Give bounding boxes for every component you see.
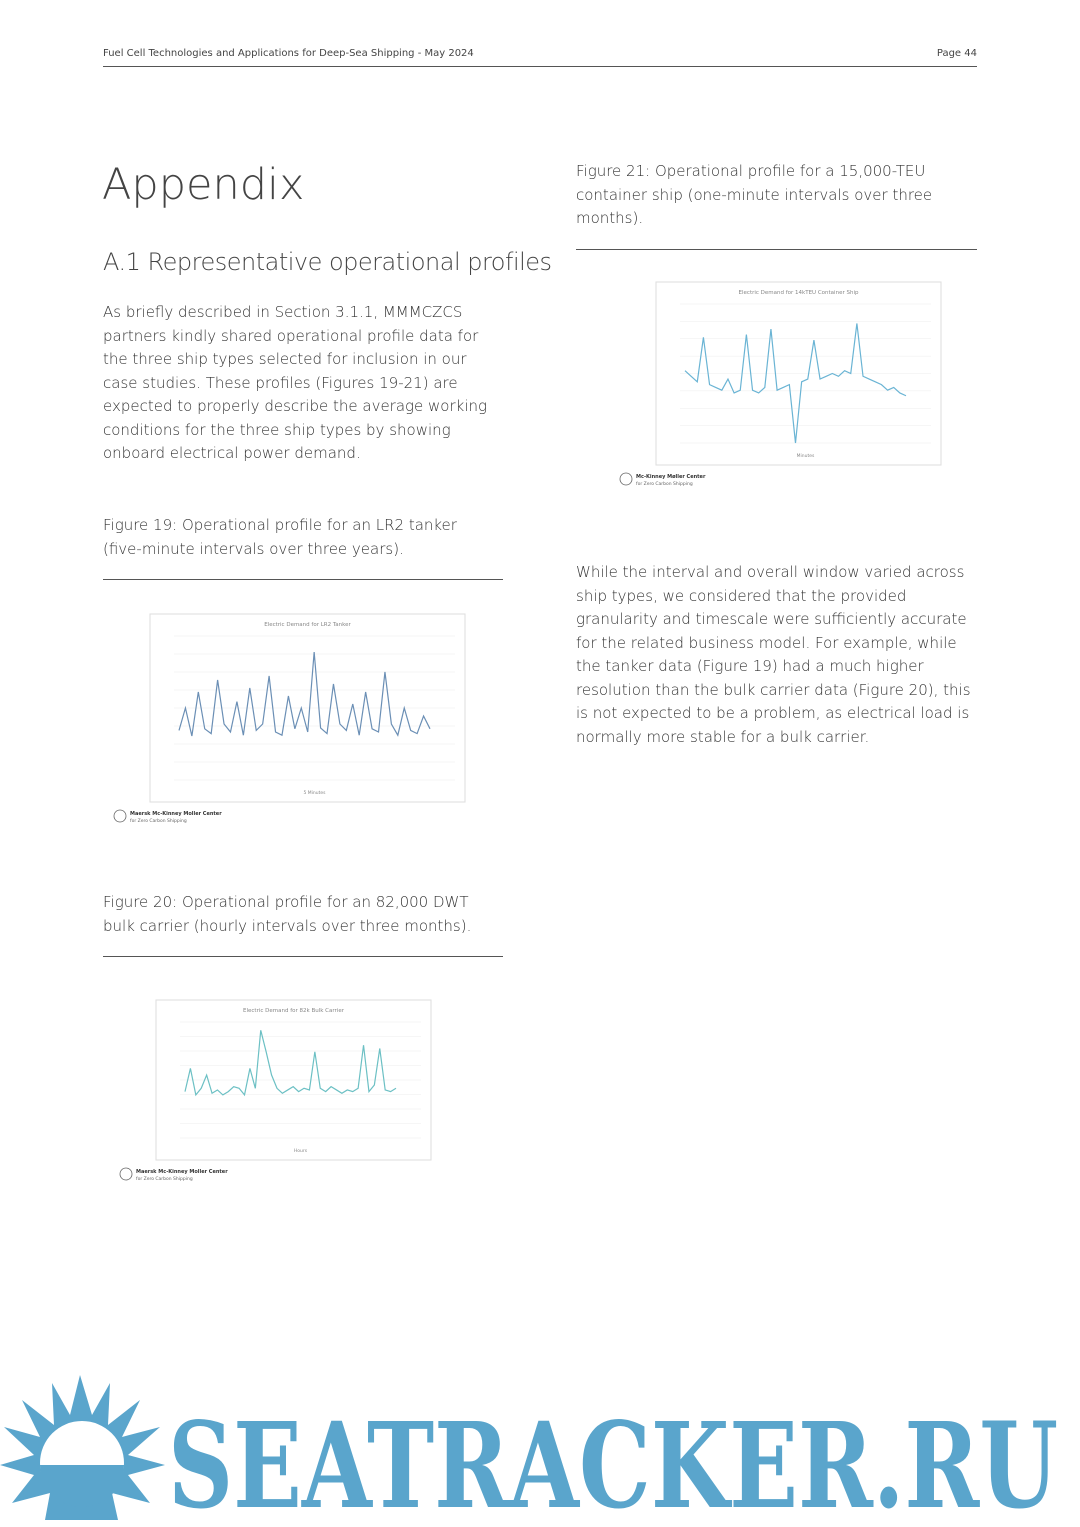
logo-sub: for Zero Carbon Shipping <box>130 818 187 824</box>
watermark-text: SEATRACKER.RU <box>168 1396 1058 1527</box>
logo-sub: for Zero Carbon Shipping <box>136 1176 193 1182</box>
chart-title: Electric Demand for 82k Bulk Carrier <box>243 1008 345 1014</box>
discussion-text: While the interval and overall window va… <box>576 563 971 746</box>
figure-chart: Electric Demand for 82k Bulk Carrier Hour… <box>119 999 432 1182</box>
data-line <box>684 323 907 444</box>
intro-text: As briefly described in Section 3.1.1, M… <box>103 303 488 462</box>
figure-chart: Electric Demand for LR2 Tanker 5 Minutes M… <box>113 613 466 824</box>
data-line <box>178 651 431 737</box>
header-rule <box>103 66 977 67</box>
logo-mark <box>619 472 633 486</box>
logo-mark <box>113 809 127 823</box>
watermark: SEATRACKER.RU <box>0 1375 1058 1527</box>
x-axis-label: Hours <box>294 1148 308 1154</box>
sun-icon <box>0 1375 165 1520</box>
caption-rule <box>576 249 977 250</box>
logo-name: Maersk Mc-Kinney Moller Center <box>130 811 222 817</box>
heading: Appendix <box>102 160 305 210</box>
figure-caption: Figure 20: Operational profile for an 82… <box>103 893 472 935</box>
data-line <box>184 1030 397 1097</box>
figure-caption: Figure 19: Operational profile for an LR… <box>103 516 457 558</box>
chart-title: Electric Demand for LR2 Tanker <box>264 622 351 628</box>
x-axis-label: 5 Minutes <box>303 790 326 796</box>
logo-name: Mc-Kinney Møller Center <box>636 474 706 480</box>
chart-title: Electric Demand for 14kTEU Container Shi… <box>739 290 859 296</box>
logo-mark <box>119 1167 133 1181</box>
caption-rule <box>103 579 503 580</box>
logo-sub: for Zero Carbon Shipping <box>636 481 693 487</box>
header-title: Fuel Cell Technologies and Applications … <box>103 48 474 59</box>
x-axis-label: Minutes <box>797 453 815 459</box>
figure-caption: Figure 21: Operational profile for a 15,… <box>576 162 933 227</box>
figure-chart: Electric Demand for 14kTEU Container Shi… <box>619 281 942 487</box>
logo-name: Maersk Mc-Kinney Moller Center <box>136 1169 228 1175</box>
caption-rule <box>103 956 503 957</box>
page-number: Page 44 <box>936 48 977 59</box>
subheading: A.1 Representative operational profiles <box>103 248 552 276</box>
